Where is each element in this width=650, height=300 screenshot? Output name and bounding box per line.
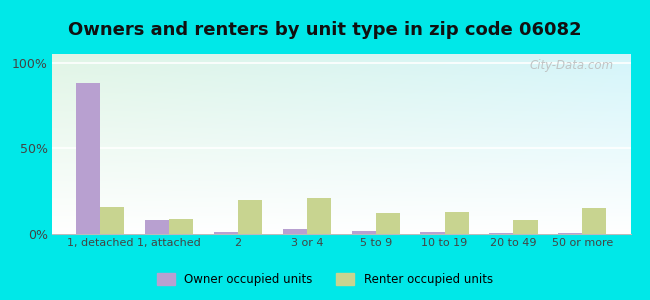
Bar [445, 212, 469, 234]
Bar [421, 232, 445, 234]
Bar [489, 233, 514, 234]
Bar [283, 229, 307, 234]
Bar [214, 232, 238, 234]
Bar [307, 198, 331, 234]
Bar [145, 220, 169, 234]
Bar [76, 83, 100, 234]
Text: City-Data.com: City-Data.com [529, 59, 613, 72]
Bar [376, 213, 400, 234]
Bar [169, 219, 193, 234]
Legend: Owner occupied units, Renter occupied units: Owner occupied units, Renter occupied un… [153, 268, 497, 291]
Bar [514, 220, 538, 234]
Text: Owners and renters by unit type in zip code 06082: Owners and renters by unit type in zip c… [68, 21, 582, 39]
Bar [238, 200, 262, 234]
Bar [352, 231, 376, 234]
Bar [582, 208, 606, 234]
Bar [558, 233, 582, 234]
Bar [100, 207, 124, 234]
